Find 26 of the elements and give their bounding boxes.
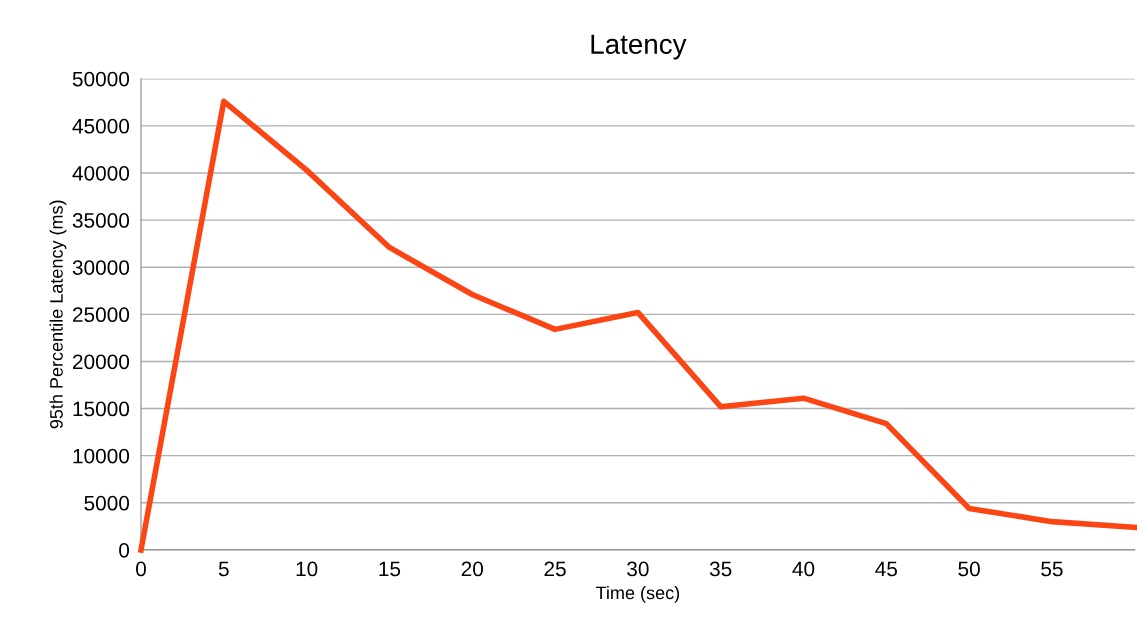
- y-tick-label: 15000: [73, 401, 130, 417]
- y-tick-label: 50000: [72, 71, 130, 87]
- x-tick-label: 40: [792, 561, 815, 577]
- y-tick-label: 25000: [73, 307, 130, 323]
- x-tick-label: 5: [218, 561, 229, 577]
- y-tick-label: 5000: [84, 495, 130, 511]
- x-tick-label: 30: [627, 561, 649, 577]
- x-axis-title: Time (sec): [595, 586, 680, 603]
- y-tick-label: 40000: [72, 165, 130, 181]
- y-tick-label: 30000: [72, 260, 130, 275]
- x-tick-label: 45: [875, 561, 898, 577]
- x-tick-label: 55: [1041, 561, 1063, 577]
- y-tick-label: 10000: [73, 448, 130, 464]
- x-tick-label: 10: [296, 561, 318, 577]
- x-tick-label: 50: [958, 561, 980, 577]
- y-tick-label: 0: [119, 542, 130, 558]
- chart-title: Latency: [591, 34, 687, 60]
- y-tick-label: 20000: [73, 354, 130, 370]
- x-tick-label: 15: [379, 561, 401, 577]
- y-tick-label: 35000: [72, 213, 130, 228]
- y-axis-title: 95th Percentile Latency (ms): [49, 200, 67, 429]
- x-tick-label: 20: [461, 561, 484, 577]
- y-tick-label: 45000: [72, 118, 130, 134]
- x-tick-label: 0: [136, 561, 146, 577]
- x-tick-label: 25: [544, 561, 566, 577]
- x-tick-label: 35: [709, 561, 732, 577]
